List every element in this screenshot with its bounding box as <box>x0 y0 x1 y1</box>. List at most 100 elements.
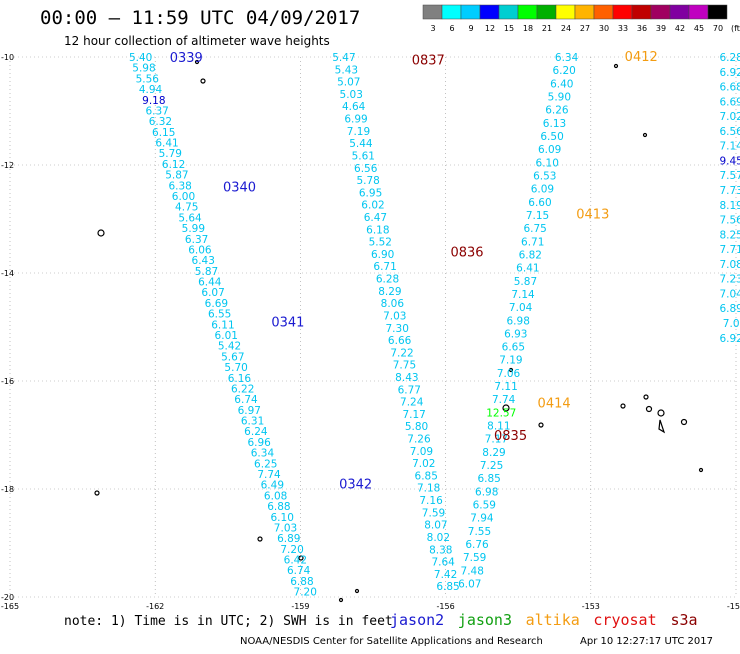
legend-swatch <box>669 4 690 20</box>
swh-value: 6.89 <box>277 533 300 545</box>
swh-value: 6.82 <box>519 249 542 261</box>
swh-value: 6.97 <box>238 405 261 417</box>
swh-value: 6.98 <box>475 486 498 498</box>
island <box>620 403 626 409</box>
legend-swatch <box>555 4 576 20</box>
legend-swatch <box>517 4 538 20</box>
swh-value: 6.43 <box>192 255 215 267</box>
swh-value: 5.90 <box>548 91 571 103</box>
swh-value: 6.69 <box>205 298 228 310</box>
swh-value: 6.13 <box>543 118 566 130</box>
swh-value: 6.11 <box>211 319 234 331</box>
swh-value: 6.98 <box>507 315 530 327</box>
y-tick-label: -18 <box>1 485 14 494</box>
swh-value: 7.19 <box>347 126 370 138</box>
swh-value: 7.20 <box>280 544 303 556</box>
swh-value: 7.64 <box>431 557 455 569</box>
legend-tick-label: 18 <box>523 24 533 33</box>
swh-value: 6.66 <box>388 335 412 347</box>
swh-value: 7.26 <box>407 434 431 446</box>
satellite-legend-cryosat: cryosat <box>593 611 656 629</box>
swh-value: 7.25 <box>480 460 503 472</box>
swh-value: 6.44 <box>198 277 222 289</box>
swh-value: 4.75 <box>175 202 198 214</box>
swh-value: 4.64 <box>342 101 366 113</box>
swh-value: 6.56 <box>719 126 740 138</box>
swh-value: 7.15 <box>526 210 549 222</box>
map-subtitle: 12 hour collection of altimeter wave hei… <box>64 34 330 48</box>
swh-value: 5.03 <box>340 89 363 101</box>
x-tick-label: -159 <box>291 602 309 611</box>
satellite-legend: jason2 jason3 altika cryosat s3a <box>390 611 698 629</box>
legend-swatch <box>631 4 652 20</box>
swh-value: 7.22 <box>390 347 413 359</box>
swh-value: 7.02 <box>412 458 435 470</box>
swh-value: 5.80 <box>405 421 428 433</box>
swh-value: 6.24 <box>244 426 268 438</box>
swh-value: 7.59 <box>463 552 486 564</box>
legend-tick-label: 27 <box>580 24 590 33</box>
legend-tick-label: 42 <box>675 24 685 33</box>
x-tick-label: -162 <box>146 602 164 611</box>
swh-value: 7.19 <box>499 355 522 367</box>
satellite-legend-jason3: jason3 <box>458 611 512 629</box>
island <box>645 405 653 413</box>
swh-value: 5.07 <box>337 77 360 89</box>
satellite-legend-jason2: jason2 <box>390 611 444 629</box>
swh-value: 6.99 <box>344 114 367 126</box>
swh-value: 7.48 <box>461 565 484 577</box>
swh-value: 8.07 <box>424 520 447 532</box>
legend-swatch <box>536 4 557 20</box>
footer-timestamp: Apr 10 12:27:17 UTC 2017 <box>580 636 713 647</box>
swh-value: 6.10 <box>536 157 559 169</box>
swh-value: 8.02 <box>427 532 450 544</box>
pass-time-label: 0836 <box>450 245 483 260</box>
swh-value: 8.43 <box>395 372 418 384</box>
swh-value: 5.70 <box>224 362 247 374</box>
pass-time-label: 0340 <box>223 181 256 196</box>
island <box>94 490 100 496</box>
legend-swatch <box>422 4 443 20</box>
swh-value: 7.94 <box>470 513 494 525</box>
swh-value: 7.24 <box>400 397 424 409</box>
swh-value: 6.74 <box>287 565 311 577</box>
swh-value: 9.45 <box>719 155 740 167</box>
swh-value: 7.11 <box>494 381 517 393</box>
y-tick-label: -14 <box>1 269 14 278</box>
swh-value: 5.87 <box>165 170 188 182</box>
island <box>613 63 619 69</box>
swh-value: 7.06 <box>497 368 521 380</box>
swh-value: 5.79 <box>159 148 182 160</box>
swh-value: 6.93 <box>504 328 527 340</box>
legend-swatch <box>688 4 709 20</box>
swh-value: 6.47 <box>364 212 387 224</box>
map-grid: -165 -162 -159 -156 -153 -150 -10 -12 -14 -16 -18 -… <box>1 53 740 611</box>
pass-time-label: 0413 <box>576 208 609 223</box>
legend-tick-label: 3 <box>430 24 435 33</box>
pass-time-label: 0414 <box>538 397 571 412</box>
swh-value: 6.71 <box>521 236 544 248</box>
island-outlines <box>94 59 704 603</box>
swh-value: 6.92 <box>719 333 740 345</box>
swh-value: 7.09 <box>410 446 433 458</box>
satellite-legend-s3a: s3a <box>671 611 698 629</box>
swh-value: 6.59 <box>473 500 496 512</box>
swh-value: 6.15 <box>152 127 175 139</box>
units-note: note: 1) Time is in UTC; 2) SWH is in fe… <box>64 614 393 629</box>
swh-value: 6.38 <box>168 180 191 192</box>
swh-value: 6.01 <box>215 330 238 342</box>
swh-value: 7.73 <box>719 185 740 197</box>
swh-value: 8.19 <box>719 200 740 212</box>
swh-value: 6.06 <box>188 244 212 256</box>
swh-value: 7.04 <box>509 302 533 314</box>
island <box>538 422 544 428</box>
swh-value: 5.61 <box>352 150 375 162</box>
swh-value: 6.60 <box>528 197 551 209</box>
swh-value: 6.00 <box>172 191 195 203</box>
x-tick-label: -153 <box>582 602 600 611</box>
swh-value: 6.10 <box>271 512 294 524</box>
y-tick-label: -10 <box>1 53 14 62</box>
swh-value: 8.11 <box>487 421 510 433</box>
legend-swatch <box>593 4 614 20</box>
